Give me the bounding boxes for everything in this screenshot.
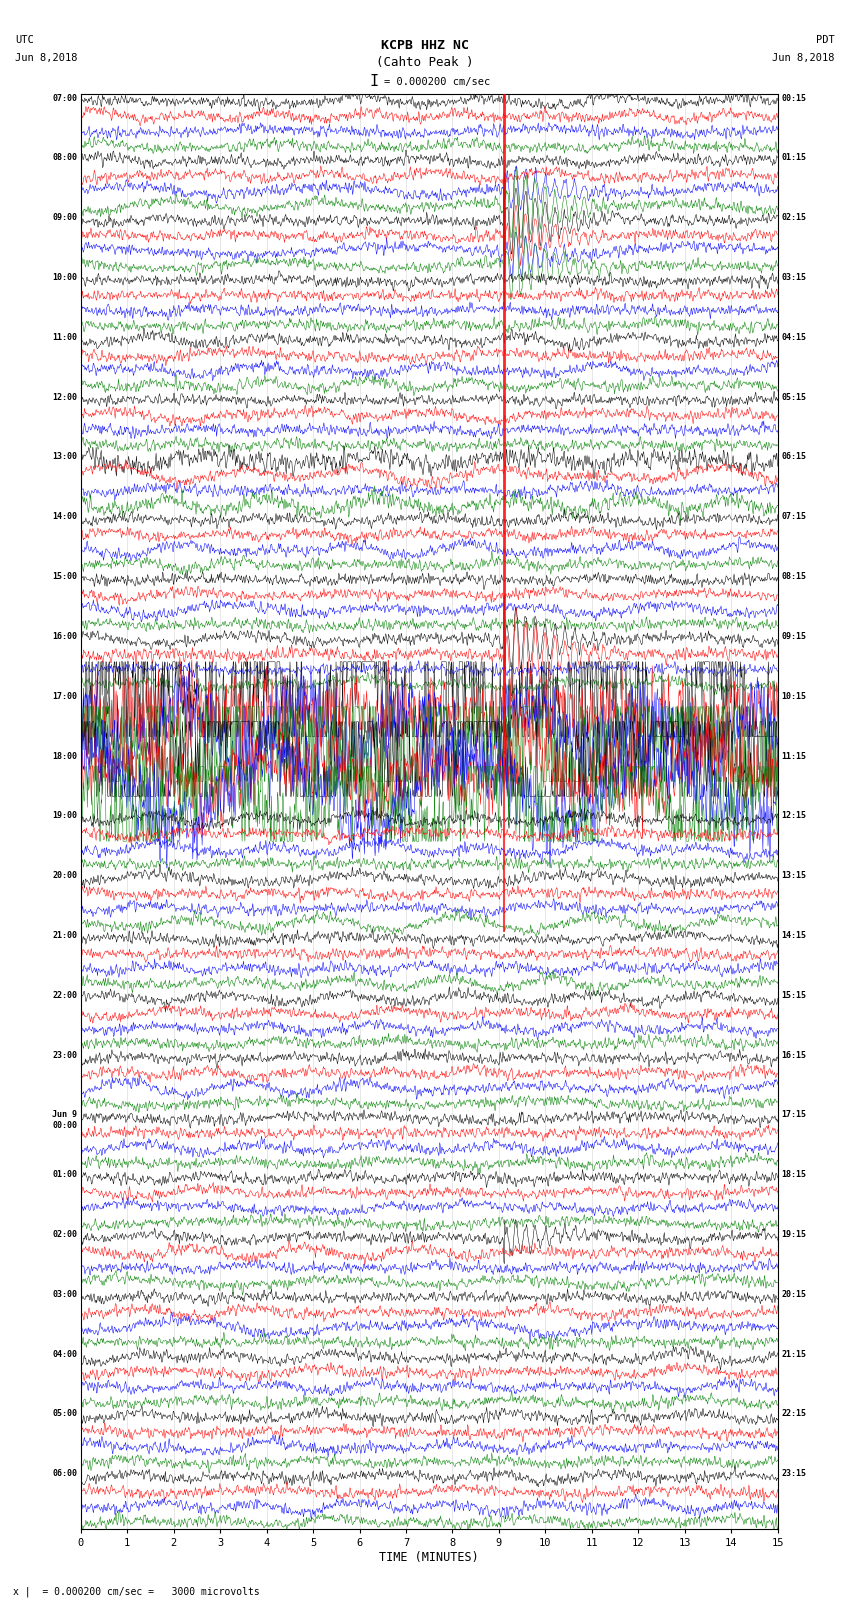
Text: 14:00: 14:00	[52, 513, 77, 521]
Text: PDT: PDT	[816, 35, 835, 45]
Text: 07:15: 07:15	[781, 513, 807, 521]
Text: 17:00: 17:00	[52, 692, 77, 700]
Text: 22:00: 22:00	[52, 990, 77, 1000]
Text: 10:15: 10:15	[781, 692, 807, 700]
Text: 23:15: 23:15	[781, 1469, 807, 1478]
Text: 19:15: 19:15	[781, 1231, 807, 1239]
Text: 16:15: 16:15	[781, 1050, 807, 1060]
Text: 18:15: 18:15	[781, 1171, 807, 1179]
Text: 00:15: 00:15	[781, 94, 807, 103]
Text: 07:00: 07:00	[52, 94, 77, 103]
Text: 02:00: 02:00	[52, 1231, 77, 1239]
Text: 03:15: 03:15	[781, 273, 807, 282]
Text: 18:00: 18:00	[52, 752, 77, 760]
Text: 17:15: 17:15	[781, 1110, 807, 1119]
Text: 16:00: 16:00	[52, 632, 77, 640]
Text: 11:00: 11:00	[52, 332, 77, 342]
Text: 01:00: 01:00	[52, 1171, 77, 1179]
Text: Jun 8,2018: Jun 8,2018	[15, 53, 78, 63]
Text: 06:15: 06:15	[781, 453, 807, 461]
Text: 02:15: 02:15	[781, 213, 807, 223]
Text: 22:15: 22:15	[781, 1410, 807, 1418]
Text: UTC: UTC	[15, 35, 34, 45]
Text: 19:00: 19:00	[52, 811, 77, 821]
Text: 01:15: 01:15	[781, 153, 807, 163]
Text: 04:15: 04:15	[781, 332, 807, 342]
Text: Jun 8,2018: Jun 8,2018	[772, 53, 835, 63]
Text: 20:15: 20:15	[781, 1290, 807, 1298]
Text: 21:00: 21:00	[52, 931, 77, 940]
Text: (Cahto Peak ): (Cahto Peak )	[377, 56, 473, 69]
Text: 13:00: 13:00	[52, 453, 77, 461]
Text: 06:00: 06:00	[52, 1469, 77, 1478]
Text: 15:00: 15:00	[52, 573, 77, 581]
Text: = 0.000200 cm/sec: = 0.000200 cm/sec	[384, 77, 490, 87]
Text: 04:00: 04:00	[52, 1350, 77, 1358]
Text: 03:00: 03:00	[52, 1290, 77, 1298]
Text: 11:15: 11:15	[781, 752, 807, 760]
X-axis label: TIME (MINUTES): TIME (MINUTES)	[379, 1552, 479, 1565]
Text: 13:15: 13:15	[781, 871, 807, 881]
Text: 14:15: 14:15	[781, 931, 807, 940]
Text: KCPB HHZ NC: KCPB HHZ NC	[381, 39, 469, 52]
Text: 05:00: 05:00	[52, 1410, 77, 1418]
Text: 08:00: 08:00	[52, 153, 77, 163]
Text: 20:00: 20:00	[52, 871, 77, 881]
Text: 23:00: 23:00	[52, 1050, 77, 1060]
Text: 12:15: 12:15	[781, 811, 807, 821]
Text: 15:15: 15:15	[781, 990, 807, 1000]
Text: 21:15: 21:15	[781, 1350, 807, 1358]
Text: 09:15: 09:15	[781, 632, 807, 640]
Text: I: I	[370, 74, 378, 89]
Text: 09:00: 09:00	[52, 213, 77, 223]
Text: 12:00: 12:00	[52, 392, 77, 402]
Text: Jun 9
00:00: Jun 9 00:00	[52, 1110, 77, 1129]
Text: 05:15: 05:15	[781, 392, 807, 402]
Text: x |  = 0.000200 cm/sec =   3000 microvolts: x | = 0.000200 cm/sec = 3000 microvolts	[13, 1586, 259, 1597]
Text: 10:00: 10:00	[52, 273, 77, 282]
Text: 08:15: 08:15	[781, 573, 807, 581]
